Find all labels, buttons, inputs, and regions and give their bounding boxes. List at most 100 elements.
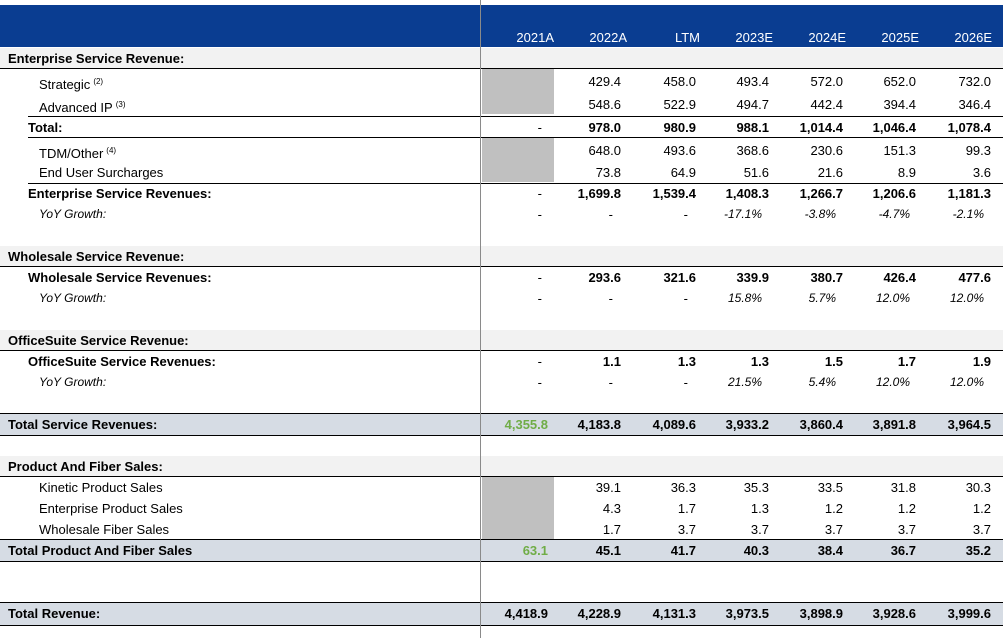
value-cell: 1,539.4 bbox=[652, 186, 696, 201]
table-row: Advanced IP (3) 548.6 522.9 494.7 442.4 3… bbox=[0, 94, 1003, 115]
row-label: Enterprise Service Revenues: bbox=[28, 186, 212, 201]
table-row: End User Surcharges 73.8 64.9 51.6 21.6 … bbox=[0, 162, 1003, 183]
footnote-ref: (3) bbox=[115, 100, 126, 109]
table-row: Total: - 978.0 980.9 988.1 1,014.4 1,046… bbox=[0, 117, 1003, 138]
value-cell: 1.9 bbox=[972, 354, 991, 369]
section-header-row: OfficeSuite Service Revenue: bbox=[0, 330, 1003, 351]
value-cell: 1.3 bbox=[750, 501, 769, 516]
value-cell: 73.8 bbox=[595, 165, 621, 180]
value-cell: - bbox=[608, 207, 613, 222]
value-cell: 1,266.7 bbox=[799, 186, 843, 201]
row-label: OfficeSuite Service Revenues: bbox=[28, 354, 216, 369]
column-divider bbox=[480, 0, 481, 638]
value-cell: 1,046.4 bbox=[872, 120, 916, 135]
header-band bbox=[0, 5, 1003, 28]
row-divider bbox=[28, 183, 1003, 184]
value-cell: - bbox=[608, 291, 613, 306]
row-label: YoY Growth: bbox=[39, 375, 107, 389]
value-cell: -2.1% bbox=[952, 207, 984, 221]
total-row: Total Revenue: 4,418.9 4,228.9 4,131.3 3… bbox=[0, 603, 1003, 624]
value-cell: 40.3 bbox=[743, 543, 769, 558]
total-band bbox=[0, 540, 1003, 561]
total-row: Total Service Revenues: 4,355.8 4,183.8 … bbox=[0, 414, 1003, 435]
section-title: OfficeSuite Service Revenue: bbox=[8, 333, 189, 348]
row-label: Total Revenue: bbox=[8, 606, 101, 621]
row-label: Total Service Revenues: bbox=[8, 417, 158, 432]
value-cell: - bbox=[683, 207, 688, 222]
table-row: Wholesale Service Revenues: - 293.6 321.… bbox=[0, 267, 1003, 288]
total-band bbox=[0, 603, 1003, 625]
row-label: Wholesale Fiber Sales bbox=[39, 522, 170, 537]
table-row: Kinetic Product Sales 39.1 36.3 35.3 33.… bbox=[0, 477, 1003, 498]
table-row: Enterprise Service Revenues: - 1,699.8 1… bbox=[0, 183, 1003, 204]
value-cell: - bbox=[537, 186, 542, 201]
footnote-ref: (4) bbox=[106, 146, 117, 155]
value-cell: 99.3 bbox=[965, 143, 991, 158]
value-cell: 12.0% bbox=[875, 375, 910, 389]
value-cell: 64.9 bbox=[670, 165, 696, 180]
value-cell: 3,891.8 bbox=[872, 417, 916, 432]
value-cell: 15.8% bbox=[727, 291, 762, 305]
value-cell: 368.6 bbox=[736, 143, 769, 158]
row-divider bbox=[28, 116, 1003, 117]
value-cell: 3.7 bbox=[972, 522, 991, 537]
value-cell: 1,014.4 bbox=[799, 120, 843, 135]
value-cell: 978.0 bbox=[588, 120, 621, 135]
value-cell: 4.3 bbox=[602, 501, 621, 516]
value-cell: 21.5% bbox=[727, 375, 762, 389]
row-divider bbox=[0, 539, 1003, 540]
value-cell: 426.4 bbox=[883, 270, 916, 285]
value-cell: 494.7 bbox=[736, 97, 769, 112]
value-cell: 442.4 bbox=[810, 97, 843, 112]
value-cell: 3.7 bbox=[750, 522, 769, 537]
table-row: YoY Growth: - - - -17.1% -3.8% -4.7% -2.… bbox=[0, 204, 1003, 225]
blank-cell-block bbox=[482, 69, 554, 114]
value-cell: 30.3 bbox=[965, 480, 991, 495]
value-cell: - bbox=[537, 270, 542, 285]
value-cell: - bbox=[537, 354, 542, 369]
table-row: TDM/Other (4) 648.0 493.6 368.6 230.6 151… bbox=[0, 140, 1003, 161]
value-cell: 5.4% bbox=[808, 375, 836, 389]
row-label: TDM/Other (4) bbox=[39, 140, 116, 161]
row-label-text: Strategic bbox=[39, 77, 91, 92]
value-cell: -3.8% bbox=[804, 207, 836, 221]
row-divider bbox=[0, 350, 1003, 351]
value-cell: 63.1 bbox=[522, 543, 548, 558]
table-row: YoY Growth: - - - 21.5% 5.4% 12.0% 12.0% bbox=[0, 372, 1003, 393]
value-cell: 3.7 bbox=[824, 522, 843, 537]
value-cell: 4,418.9 bbox=[504, 606, 548, 621]
value-cell: 36.3 bbox=[670, 480, 696, 495]
value-cell: 1.2 bbox=[897, 501, 916, 516]
value-cell: - bbox=[608, 375, 613, 390]
section-header-row: Wholesale Service Revenue: bbox=[0, 246, 1003, 267]
row-divider bbox=[0, 476, 1003, 477]
value-cell: 21.6 bbox=[817, 165, 843, 180]
value-cell: 394.4 bbox=[883, 97, 916, 112]
value-cell: 346.4 bbox=[958, 97, 991, 112]
value-cell: 33.5 bbox=[817, 480, 843, 495]
value-cell: 1.2 bbox=[972, 501, 991, 516]
value-cell: 12.0% bbox=[949, 375, 984, 389]
value-cell: 1.1 bbox=[602, 354, 621, 369]
value-cell: 1.5 bbox=[824, 354, 843, 369]
value-cell: 35.3 bbox=[743, 480, 769, 495]
section-title: Enterprise Service Revenue: bbox=[8, 51, 185, 66]
row-label: Total: bbox=[28, 120, 63, 135]
value-cell: 3.7 bbox=[677, 522, 696, 537]
value-cell: 429.4 bbox=[588, 74, 621, 89]
row-divider bbox=[0, 561, 1003, 562]
total-band bbox=[0, 413, 1003, 435]
value-cell: 548.6 bbox=[588, 97, 621, 112]
value-cell: 493.4 bbox=[736, 74, 769, 89]
year-header: 2022A bbox=[589, 30, 627, 45]
value-cell: 1.3 bbox=[677, 354, 696, 369]
row-divider bbox=[0, 625, 1003, 626]
row-label: Total Product And Fiber Sales bbox=[8, 543, 193, 558]
footnote-ref: (2) bbox=[93, 77, 104, 86]
value-cell: 151.3 bbox=[883, 143, 916, 158]
value-cell: 1,181.3 bbox=[947, 186, 991, 201]
value-cell: 8.9 bbox=[897, 165, 916, 180]
row-label: Strategic (2) bbox=[39, 71, 103, 92]
value-cell: 988.1 bbox=[736, 120, 769, 135]
